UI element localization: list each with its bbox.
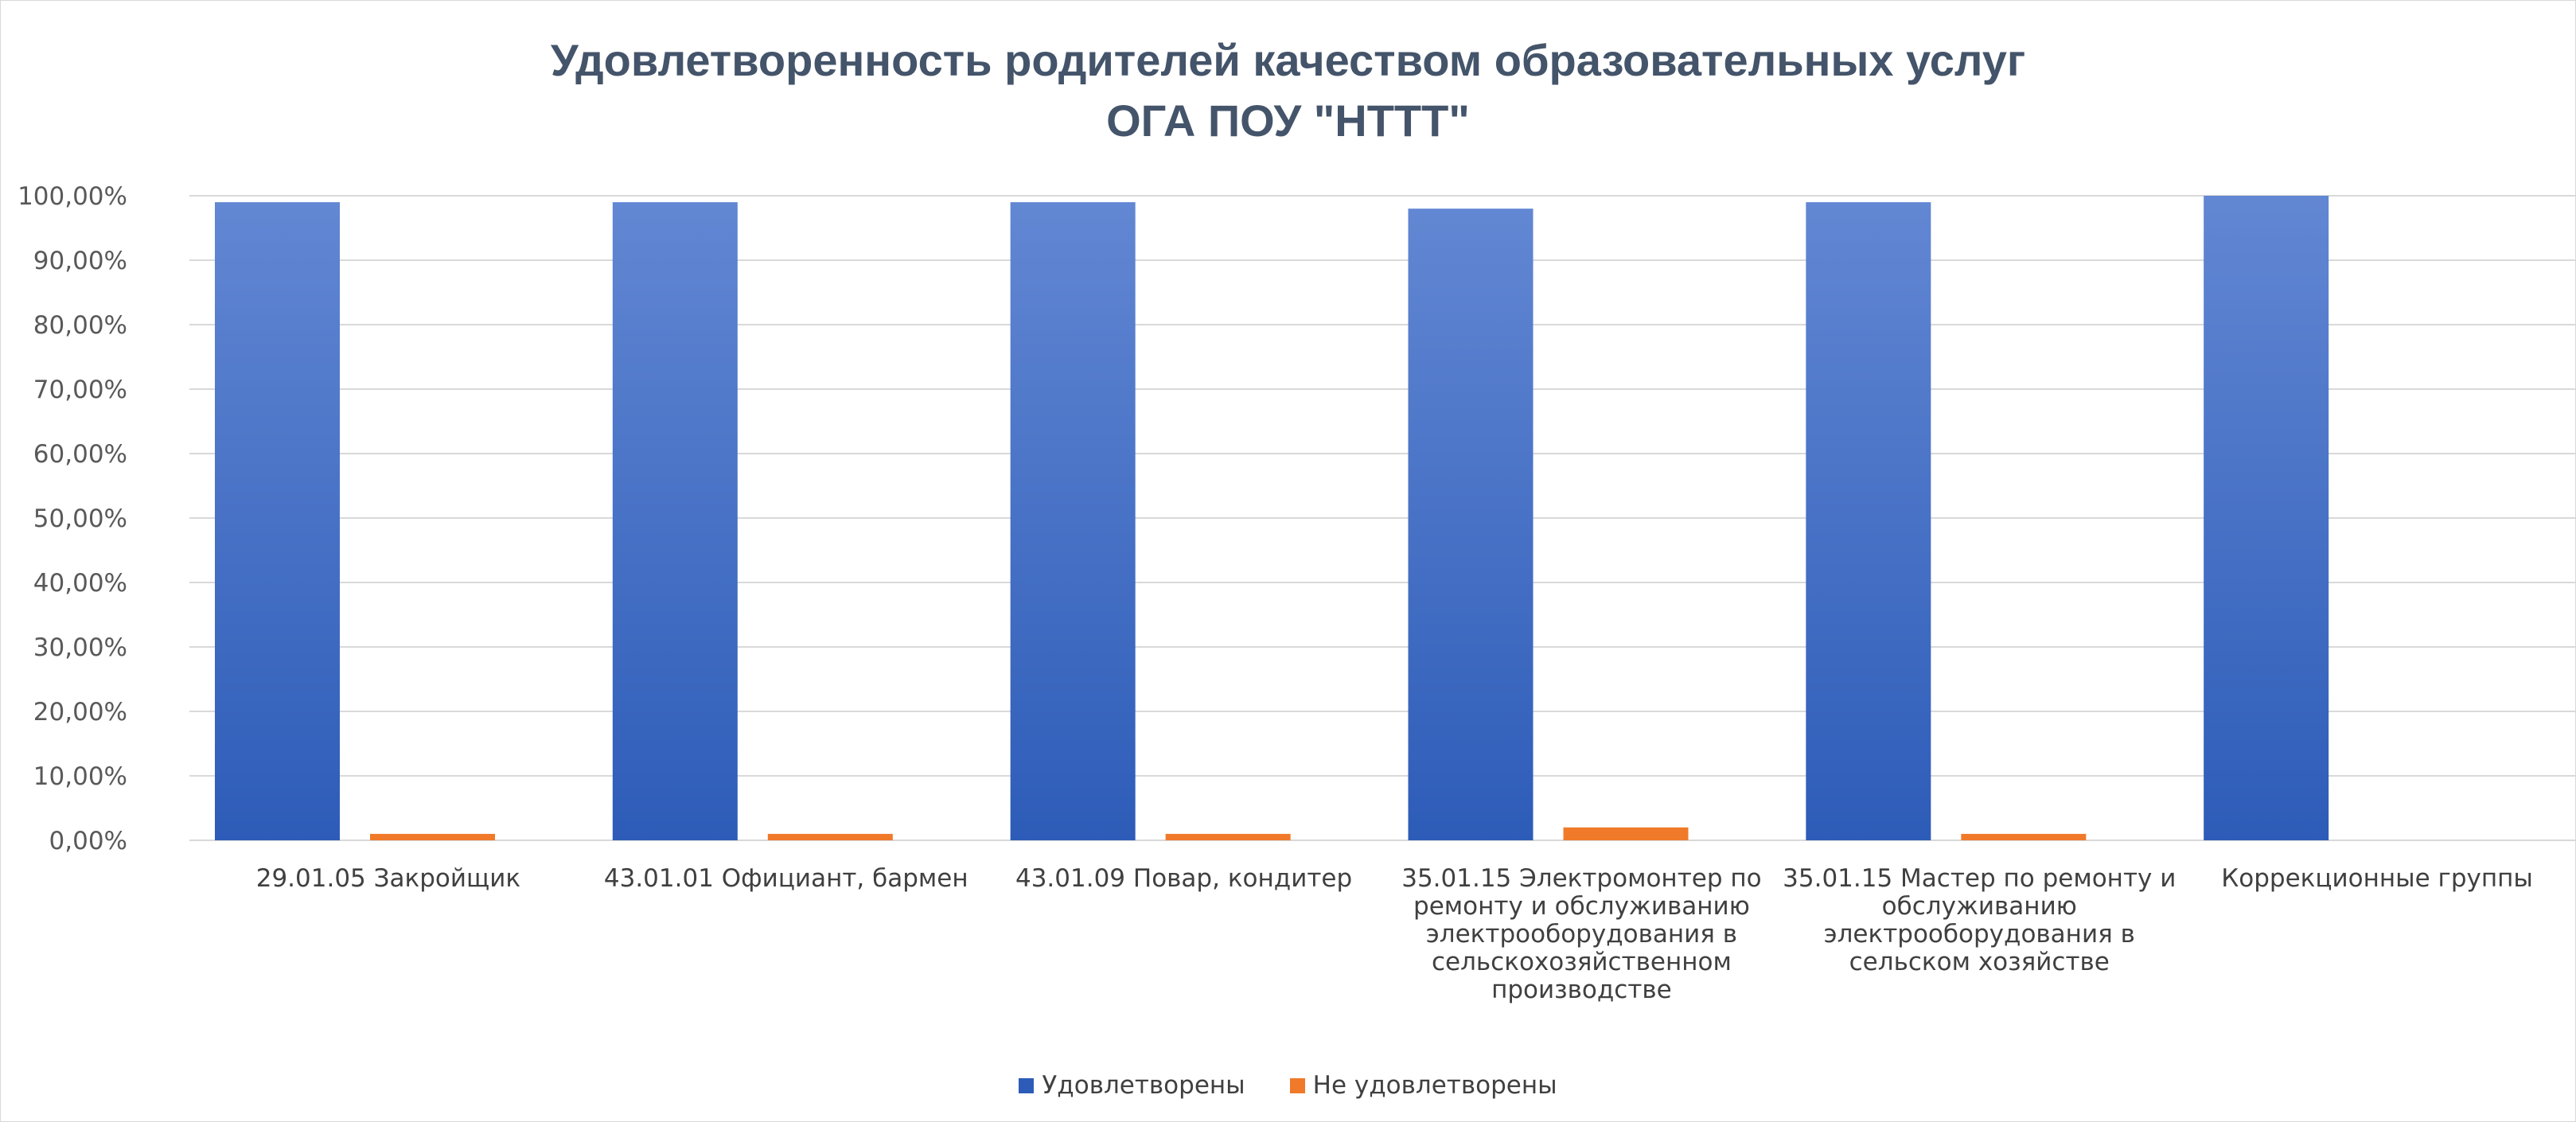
bar-satisfied [2204, 196, 2329, 840]
legend-label-satisfied: Удовлетворены [1042, 1071, 1245, 1100]
legend: Удовлетворены Не удовлетворены [0, 1071, 2576, 1100]
y-tick-label: 50,00% [33, 505, 127, 533]
bar-dissatisfied [370, 833, 495, 840]
y-tick-label: 70,00% [33, 376, 127, 404]
y-tick-label: 30,00% [33, 633, 127, 662]
gridlines [189, 195, 2576, 841]
bar-chart: 0,00% 10,00% 20,00% 30,00% 40,00% 50,00% 60,00… [18, 182, 2576, 1004]
bar-dissatisfied [767, 833, 893, 840]
bar-satisfied [1806, 202, 1931, 841]
bar-satisfied [215, 202, 340, 841]
x-category-label: 29.01.05 Закройщик [256, 864, 520, 893]
legend-item-satisfied[interactable]: Удовлетворены [1019, 1071, 1245, 1100]
bars [215, 196, 2329, 841]
x-axis-categories: 29.01.05 Закройщик 43.01.01 Официант, бар… [256, 864, 2533, 1004]
bar-satisfied [1408, 208, 1534, 840]
chart-subtitle: ОГА ПОУ "НТТТ" [1106, 95, 1470, 146]
bar-satisfied [1010, 202, 1136, 841]
x-category-label: 43.01.01 Официант, бармен [604, 864, 968, 893]
legend-swatch-satisfied [1019, 1077, 1035, 1093]
bar-dissatisfied [1563, 827, 1689, 840]
y-tick-label: 100,00% [18, 182, 127, 211]
y-tick-label: 80,00% [33, 311, 127, 340]
x-category-label: 35.01.15 Электромонтер по ремонту и обслу… [1401, 864, 1761, 1004]
y-tick-label: 10,00% [33, 762, 127, 791]
chart-title-block: Удовлетворенность родителей качеством об… [0, 30, 2576, 151]
bar-dissatisfied [1165, 833, 1291, 840]
y-tick-label: 20,00% [33, 698, 127, 727]
legend-item-dissatisfied[interactable]: Не удовлетворены [1289, 1071, 1557, 1100]
chart-title: Удовлетворенность родителей качеством об… [550, 35, 2026, 85]
y-axis-ticks: 0,00% 10,00% 20,00% 30,00% 40,00% 50,00% 60,00… [18, 182, 127, 855]
bar-dissatisfied [1961, 833, 2087, 840]
legend-label-dissatisfied: Не удовлетворены [1312, 1071, 1557, 1100]
y-tick-label: 60,00% [33, 440, 127, 469]
x-category-label: 43.01.09 Повар, кондитер [1015, 864, 1352, 893]
x-category-label: 35.01.15 Мастер по ремонту и обслуживанию… [1783, 864, 2176, 976]
y-tick-label: 90,00% [33, 247, 127, 275]
x-category-label: Коррекционные группы [2221, 864, 2533, 893]
y-tick-label: 0,00% [49, 827, 127, 855]
legend-swatch-dissatisfied [1289, 1077, 1305, 1093]
bar-satisfied [612, 202, 738, 841]
y-tick-label: 40,00% [33, 569, 127, 598]
